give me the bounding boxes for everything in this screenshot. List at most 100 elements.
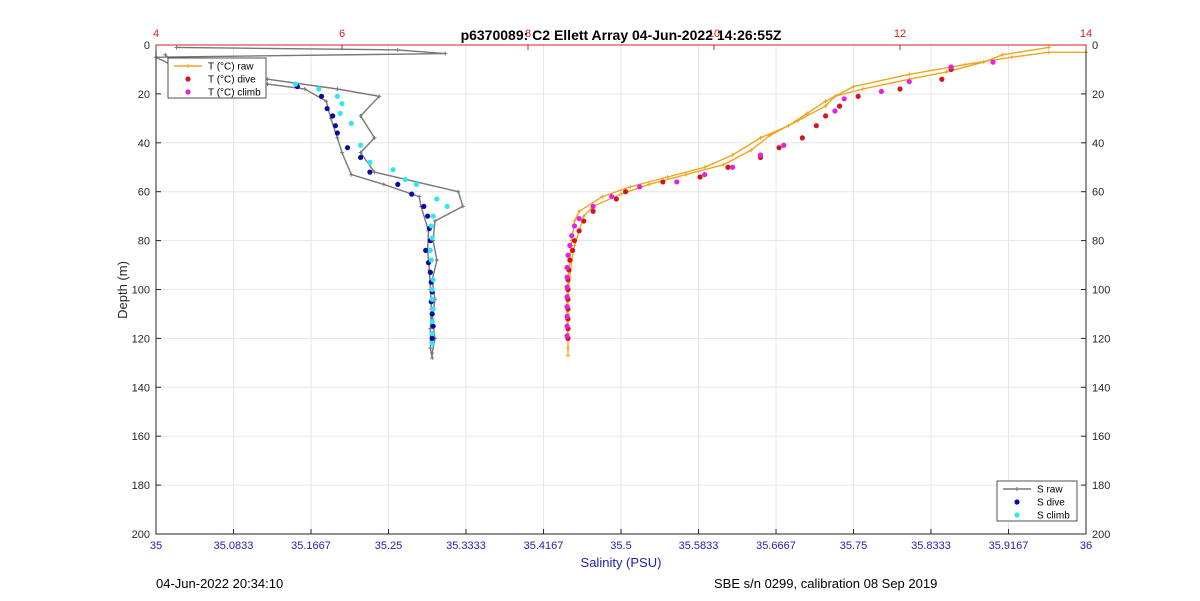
data-point-s-climb <box>334 93 340 99</box>
data-point-s-climb <box>316 86 322 92</box>
y-tick-label-right: 120 <box>1092 333 1110 345</box>
data-point-t-dive <box>897 86 903 92</box>
y-tick-label-right: 160 <box>1092 431 1110 443</box>
data-point-s-raw <box>443 51 448 56</box>
data-point-s-dive <box>409 191 415 197</box>
data-point-s-raw <box>349 172 354 177</box>
legend-box <box>996 480 1078 522</box>
data-point-s-climb <box>428 223 434 229</box>
y-tick-label-left: 120 <box>132 333 150 345</box>
data-point-s-climb <box>429 330 435 337</box>
data-point-s-climb <box>429 296 435 302</box>
x-tick-label-salinity: 35.6667 <box>756 540 796 552</box>
data-point-t-climb <box>637 184 643 190</box>
data-point-t-raw <box>730 153 735 158</box>
data-point-s-raw <box>174 45 179 50</box>
x-tick-label-temperature: 12 <box>894 28 906 40</box>
data-point-s-raw <box>460 204 465 209</box>
x-axis-label: Salinity (PSU) <box>581 555 662 570</box>
data-point-t-raw <box>565 353 570 358</box>
data-point-s-raw <box>430 355 435 360</box>
x-tick-label-salinity: 35.4167 <box>524 540 564 552</box>
data-point-t-raw <box>565 346 570 351</box>
data-point-t-raw <box>981 60 986 65</box>
data-point-t-climb <box>564 304 570 310</box>
data-point-s-raw <box>381 182 386 187</box>
data-point-s-raw <box>428 346 433 351</box>
data-point-s-raw <box>372 170 377 175</box>
x-tick-label-salinity: 36 <box>1080 540 1092 552</box>
data-point-t-raw <box>581 214 586 219</box>
data-point-t-climb <box>781 142 787 148</box>
data-point-s-climb <box>429 340 435 346</box>
data-point-s-raw <box>434 258 439 263</box>
y-tick-label-left: 40 <box>138 138 150 150</box>
data-point-t-raw <box>1046 45 1051 50</box>
y-tick-label-right: 60 <box>1092 187 1104 199</box>
x-tick-label-temperature: 4 <box>153 28 159 40</box>
legend-label: S raw <box>1037 485 1063 496</box>
data-point-t-raw <box>907 72 912 77</box>
data-point-s-climb <box>430 306 436 312</box>
legend-label: S dive <box>1037 498 1065 509</box>
data-point-t-raw <box>684 172 689 177</box>
data-point-t-climb <box>576 215 582 222</box>
data-point-t-raw <box>944 69 949 74</box>
data-point-t-dive <box>581 218 587 224</box>
data-point-t-raw <box>577 209 582 214</box>
data-point-s-climb <box>292 81 299 87</box>
legend-temperature: T (°C) raw T (°C) dive T (°C) climb <box>167 57 267 99</box>
data-point-s-climb <box>429 286 435 293</box>
series-t-dive <box>565 66 954 341</box>
data-point-s-climb <box>413 181 419 187</box>
x-tick-label-salinity: 35.25 <box>375 540 403 552</box>
data-point-t-raw <box>665 175 670 180</box>
y-tick-label-right: 180 <box>1092 480 1110 492</box>
data-point-t-climb <box>565 252 571 258</box>
data-point-t-raw <box>721 162 726 167</box>
data-point-t-dive <box>813 123 819 129</box>
data-point-s-climb <box>430 277 436 283</box>
legend-dot-icon <box>1014 512 1020 518</box>
legend-marker-icon <box>186 64 190 68</box>
data-point-t-dive <box>567 257 573 263</box>
data-point-s-raw <box>340 150 344 155</box>
data-point-t-raw <box>823 99 828 104</box>
data-point-s-raw <box>372 135 377 140</box>
data-point-t-raw <box>832 94 837 99</box>
data-point-t-climb <box>832 108 838 114</box>
y-tick-label-left: 100 <box>132 285 150 297</box>
data-point-t-raw <box>702 165 707 170</box>
x-tick-label-salinity: 35.1667 <box>291 540 331 552</box>
data-point-s-climb <box>390 167 396 173</box>
series-t-raw <box>565 45 1088 358</box>
data-point-s-raw <box>430 351 435 356</box>
data-point-s-dive <box>344 145 351 151</box>
data-point-s-raw <box>358 150 363 155</box>
data-point-s-climb <box>444 203 450 209</box>
data-point-t-raw <box>795 118 800 123</box>
y-tick-label-left: 140 <box>132 382 150 394</box>
x-tick-label-temperature: 14 <box>1080 28 1092 40</box>
y-tick-label-left: 180 <box>132 480 150 492</box>
data-point-t-climb <box>674 179 680 185</box>
y-tick-label-right: 100 <box>1092 285 1110 297</box>
data-point-s-raw <box>302 87 307 92</box>
data-point-s-dive <box>423 247 429 253</box>
x-tick-label-salinity: 35.0833 <box>214 540 254 552</box>
y-tick-label-right: 40 <box>1092 138 1104 150</box>
series-layer <box>154 45 1088 360</box>
data-point-s-raw <box>163 52 168 57</box>
data-point-s-dive <box>367 169 373 175</box>
footer-timestamp: 04-Jun-2022 20:34:10 <box>156 576 284 591</box>
data-point-s-raw <box>377 94 382 99</box>
data-point-t-climb <box>564 274 570 280</box>
data-point-s-climb <box>358 142 364 148</box>
y-tick-label-left: 20 <box>138 89 150 101</box>
legend-label: S climb <box>1037 511 1070 522</box>
data-point-t-dive <box>613 196 619 202</box>
x-tick-label-salinity: 35.75 <box>840 540 868 552</box>
legend-label: T (°C) raw <box>208 62 254 73</box>
data-point-t-raw <box>572 243 577 248</box>
x-tick-label-temperature: 10 <box>708 28 720 40</box>
